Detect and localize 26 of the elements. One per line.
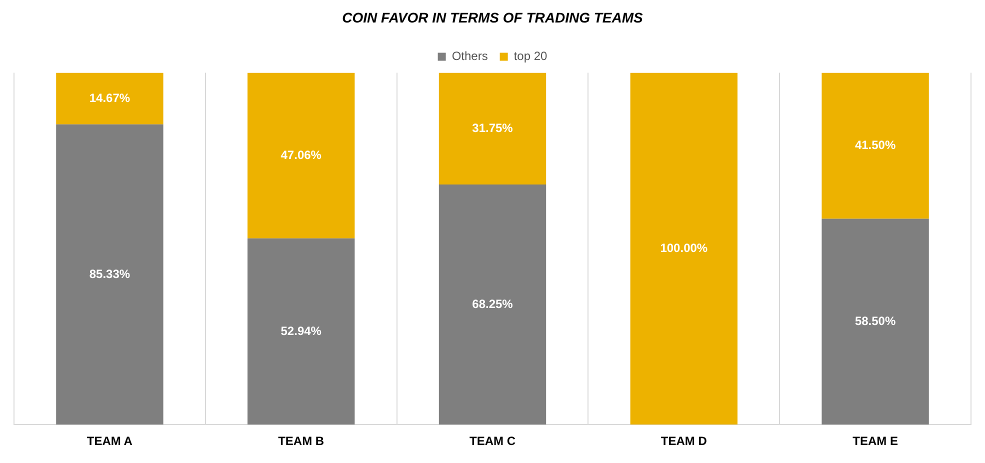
- data-label: 14.67%: [89, 90, 130, 105]
- bar: [56, 124, 164, 425]
- data-label: 41.50%: [854, 138, 896, 152]
- bar: [56, 72, 164, 124]
- data-label: 100.00%: [660, 241, 708, 256]
- bar: [630, 72, 738, 425]
- chart-title: COIN FAVOR IN TERMS OF TRADING TEAMS: [342, 9, 644, 26]
- bar: [822, 72, 929, 219]
- x-tick-label: TEAM B: [278, 434, 324, 448]
- data-label: 85.33%: [89, 266, 130, 281]
- legend-label: top 20: [514, 49, 548, 64]
- data-label: 52.94%: [280, 324, 322, 338]
- bar: [248, 72, 355, 238]
- x-tick-label: TEAM C: [470, 434, 516, 448]
- x-tick-label: TEAM A: [86, 434, 133, 448]
- data-label: 68.25%: [472, 296, 514, 311]
- legend-label: Others: [452, 49, 488, 64]
- data-label: 31.75%: [472, 120, 514, 135]
- x-tick-label: TEAM E: [852, 434, 898, 448]
- bar: [248, 238, 355, 425]
- bar: [822, 218, 929, 425]
- bar: [438, 184, 546, 425]
- bar: [438, 72, 546, 184]
- x-tick-label: TEAM D: [660, 434, 708, 448]
- data-label: 58.50%: [854, 314, 896, 328]
- data-label: 47.06%: [280, 148, 322, 162]
